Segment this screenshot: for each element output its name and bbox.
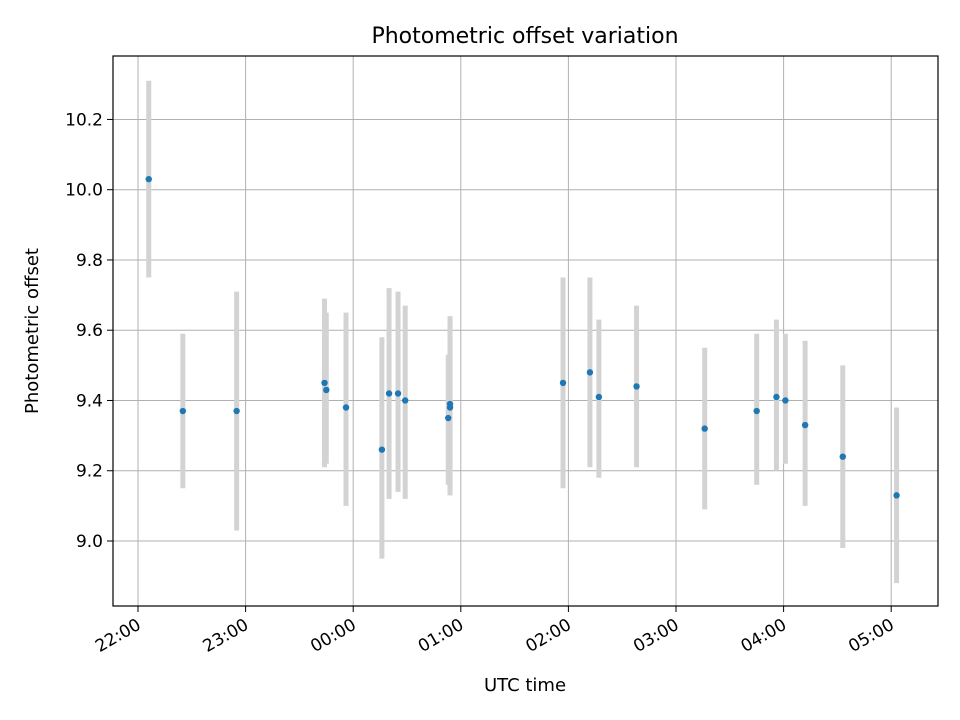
y-tick-label: 10.0 bbox=[65, 181, 103, 201]
x-tick-label: 05:00 bbox=[845, 615, 897, 657]
data-point bbox=[801, 421, 809, 429]
y-tick-label: 10.2 bbox=[65, 110, 103, 130]
data-point bbox=[385, 390, 393, 397]
data-point bbox=[773, 393, 780, 401]
y-axis-ticks: 9.0 9.2 9.4 9.6 9.8 10.0 10.2 bbox=[65, 110, 113, 552]
data-point bbox=[633, 383, 640, 390]
data-point bbox=[586, 369, 594, 376]
data-point bbox=[233, 407, 240, 415]
data-point bbox=[782, 397, 789, 404]
x-tick-label: 22:00 bbox=[92, 615, 144, 657]
x-tick-label: 01:00 bbox=[415, 615, 467, 657]
data-point bbox=[559, 379, 567, 387]
x-tick-label: 00:00 bbox=[307, 615, 359, 657]
data-point bbox=[701, 425, 708, 432]
grid bbox=[113, 56, 938, 606]
y-tick-label: 9.6 bbox=[76, 321, 103, 341]
data-point bbox=[753, 407, 760, 415]
data-point bbox=[323, 386, 330, 394]
data-point bbox=[445, 414, 452, 422]
y-tick-label: 9.2 bbox=[76, 462, 103, 482]
x-axis-label: UTC time bbox=[484, 675, 566, 696]
x-tick-label: 04:00 bbox=[738, 615, 790, 657]
data-point bbox=[342, 404, 350, 411]
data-point bbox=[595, 393, 603, 401]
data-point bbox=[321, 379, 328, 387]
data-point bbox=[378, 446, 386, 453]
x-tick-label: 23:00 bbox=[200, 615, 252, 657]
data-point bbox=[839, 453, 846, 460]
data-point bbox=[446, 400, 454, 408]
y-axis-label: Photometric offset bbox=[22, 248, 43, 414]
data-point bbox=[179, 407, 187, 415]
x-tick-label: 02:00 bbox=[522, 615, 574, 657]
y-tick-label: 9.0 bbox=[76, 532, 103, 552]
x-axis-ticks: 22:00 23:00 00:00 01:00 02:00 03:00 04:00 05:00 bbox=[92, 606, 898, 657]
data-point bbox=[394, 390, 402, 397]
plot-frame bbox=[112, 55, 939, 607]
y-tick-label: 9.4 bbox=[76, 391, 103, 411]
chart-title: Photometric offset variation bbox=[371, 24, 678, 49]
data-point bbox=[145, 175, 152, 183]
data-point bbox=[893, 492, 900, 499]
data-point bbox=[402, 397, 409, 404]
errorbars bbox=[146, 80, 900, 584]
y-tick-label: 9.8 bbox=[76, 251, 103, 271]
x-tick-label: 03:00 bbox=[630, 615, 682, 657]
data-points bbox=[145, 175, 900, 499]
